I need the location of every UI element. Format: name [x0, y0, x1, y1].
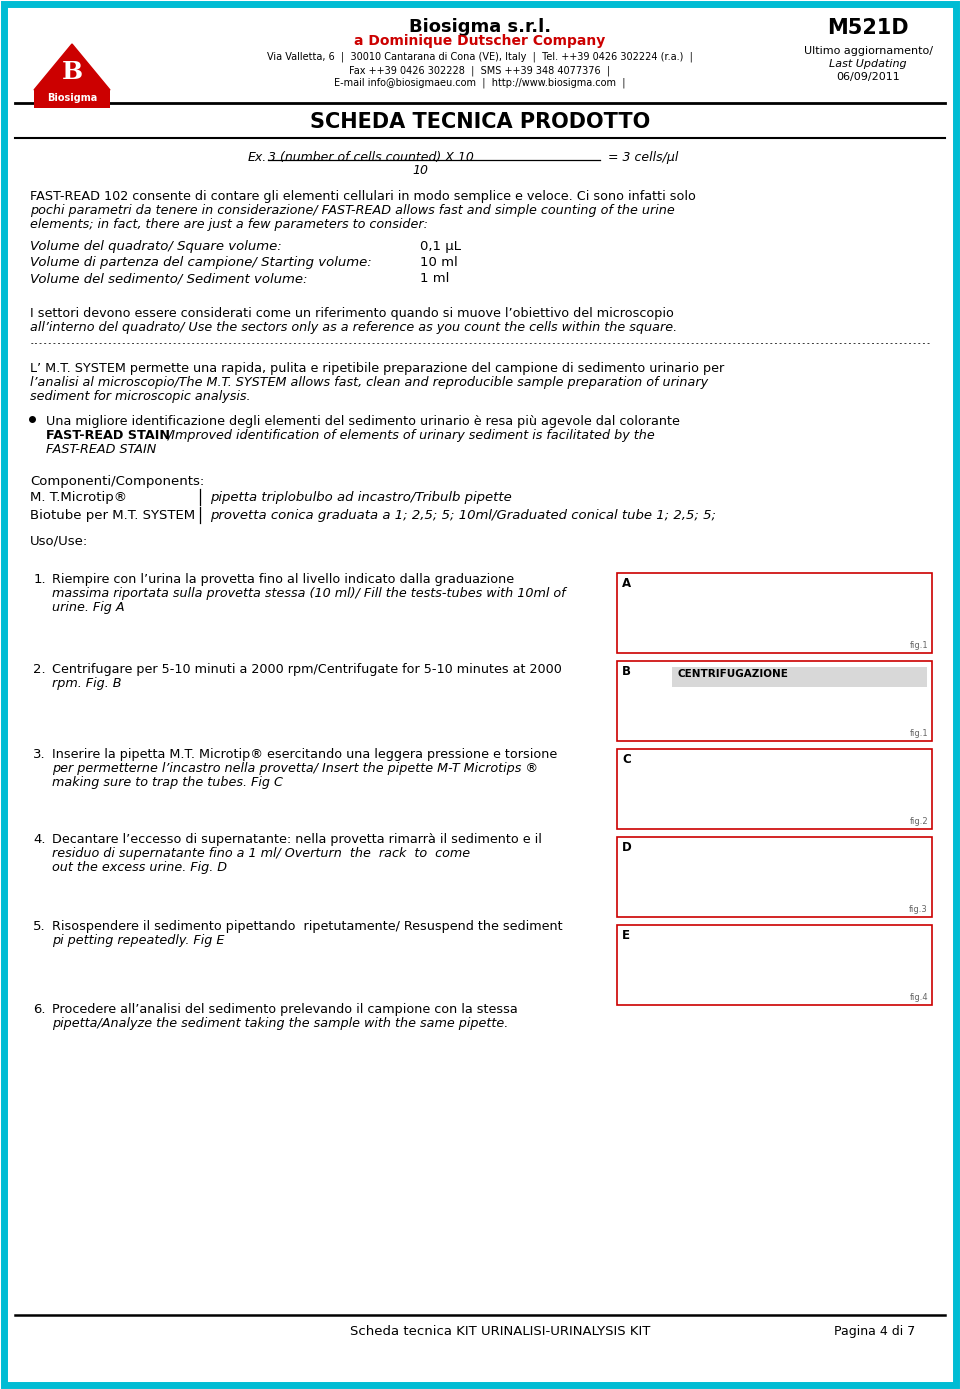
Text: 3 (number of cells counted) X 10: 3 (number of cells counted) X 10	[268, 151, 474, 164]
Text: Volume del sedimento/ Sediment volume:: Volume del sedimento/ Sediment volume:	[30, 272, 307, 285]
Text: pipetta/Analyze the sediment taking the sample with the same pipette.: pipetta/Analyze the sediment taking the …	[52, 1017, 508, 1031]
Text: fig.1: fig.1	[909, 640, 928, 650]
Text: fig.1: fig.1	[909, 729, 928, 738]
Text: all’interno del quadrato/ Use the sectors only as a reference as you count the c: all’interno del quadrato/ Use the sector…	[30, 321, 677, 333]
Text: 6.: 6.	[34, 1003, 46, 1015]
Text: FAST-READ STAIN: FAST-READ STAIN	[46, 443, 156, 456]
Text: fig.4: fig.4	[909, 993, 928, 1001]
Text: l’analisi al microscopio/The M.T. SYSTEM allows fast, clean and reproducible sam: l’analisi al microscopio/The M.T. SYSTEM…	[30, 376, 708, 389]
Text: Biosigma: Biosigma	[47, 93, 97, 103]
Text: Biosigma s.r.l.: Biosigma s.r.l.	[409, 18, 551, 36]
Text: urine. Fig A: urine. Fig A	[52, 601, 125, 614]
Text: Decantare l’eccesso di supernatante: nella provetta rimarrà il sedimento e il: Decantare l’eccesso di supernatante: nel…	[52, 833, 541, 846]
Text: E: E	[622, 929, 630, 942]
Text: fig.3: fig.3	[909, 906, 928, 914]
Text: Volume del quadrato/ Square volume:: Volume del quadrato/ Square volume:	[30, 240, 281, 253]
Text: pochi parametri da tenere in considerazione/ FAST-READ allows fast and simple co: pochi parametri da tenere in considerazi…	[30, 204, 675, 217]
Text: SCHEDA TECNICA PRODOTTO: SCHEDA TECNICA PRODOTTO	[310, 113, 650, 132]
Text: Volume di partenza del campione/ Starting volume:: Volume di partenza del campione/ Startin…	[30, 256, 372, 269]
Text: Una migliore identificazione degli elementi del sedimento urinario è resa più ag: Una migliore identificazione degli eleme…	[46, 415, 680, 428]
Text: fig.2: fig.2	[909, 817, 928, 826]
Text: = 3 cells/μl: = 3 cells/μl	[608, 151, 679, 164]
Text: FAST-READ 102 consente di contare gli elementi cellulari in modo semplice e velo: FAST-READ 102 consente di contare gli el…	[30, 190, 696, 203]
Text: elements; in fact, there are just a few parameters to consider:: elements; in fact, there are just a few …	[30, 218, 428, 231]
Text: Inserire la pipetta M.T. Microtip® esercitando una leggera pressione e torsione: Inserire la pipetta M.T. Microtip® eserc…	[52, 749, 557, 761]
FancyBboxPatch shape	[617, 925, 932, 1006]
Text: I settori devono essere considerati come un riferimento quando si muove l’obiett: I settori devono essere considerati come…	[30, 307, 674, 319]
Text: Centrifugare per 5-10 minuti a 2000 rpm/Centrifugate for 5-10 minutes at 2000: Centrifugare per 5-10 minuti a 2000 rpm/…	[52, 663, 562, 676]
Text: 1.: 1.	[34, 574, 46, 586]
FancyBboxPatch shape	[617, 574, 932, 653]
Text: per permetterne l’incastro nella provetta/ Insert the pipette M-T Microtips ®: per permetterne l’incastro nella provett…	[52, 763, 539, 775]
Text: Procedere all’analisi del sedimento prelevando il campione con la stessa: Procedere all’analisi del sedimento prel…	[52, 1003, 517, 1015]
Text: making sure to trap the tubes. Fig C: making sure to trap the tubes. Fig C	[52, 776, 283, 789]
Text: Riempire con l’urina la provetta fino al livello indicato dalla graduazione: Riempire con l’urina la provetta fino al…	[52, 574, 515, 586]
Text: Fax ++39 0426 302228  |  SMS ++39 348 4077376  |: Fax ++39 0426 302228 | SMS ++39 348 4077…	[349, 65, 611, 75]
Text: M. T.Microtip®: M. T.Microtip®	[30, 490, 127, 504]
Text: D: D	[622, 840, 632, 854]
FancyBboxPatch shape	[4, 4, 956, 1385]
Text: out the excess urine. Fig. D: out the excess urine. Fig. D	[52, 861, 228, 874]
Text: massima riportata sulla provetta stessa (10 ml)/ Fill the tests-tubes with 10ml : massima riportata sulla provetta stessa …	[52, 588, 565, 600]
Text: a Dominique Dutscher Company: a Dominique Dutscher Company	[354, 33, 606, 49]
Text: 1 ml: 1 ml	[420, 272, 449, 285]
Text: /Improved identification of elements of urinary sediment is facilitated by the: /Improved identification of elements of …	[168, 429, 656, 442]
Text: provetta conica graduata a 1; 2,5; 5; 10ml/Graduated conical tube 1; 2,5; 5;: provetta conica graduata a 1; 2,5; 5; 10…	[210, 508, 716, 522]
FancyBboxPatch shape	[617, 749, 932, 829]
Text: rpm. Fig. B: rpm. Fig. B	[52, 676, 122, 690]
Text: 2.: 2.	[34, 663, 46, 676]
Text: 5.: 5.	[34, 920, 46, 933]
Text: 10: 10	[412, 164, 428, 176]
Text: Scheda tecnica KIT URINALISI-URINALYSIS KIT: Scheda tecnica KIT URINALISI-URINALYSIS …	[350, 1325, 650, 1338]
Text: Ultimo aggiornamento/: Ultimo aggiornamento/	[804, 46, 932, 56]
Text: B: B	[61, 60, 83, 83]
Text: C: C	[622, 753, 631, 765]
Text: 4.: 4.	[34, 833, 46, 846]
Text: 0,1 μL: 0,1 μL	[420, 240, 461, 253]
Text: A: A	[622, 576, 631, 590]
Text: 3.: 3.	[34, 749, 46, 761]
Text: 06/09/2011: 06/09/2011	[836, 72, 900, 82]
Text: Last Updating: Last Updating	[829, 58, 907, 69]
Text: sediment for microscopic analysis.: sediment for microscopic analysis.	[30, 390, 251, 403]
Text: M521D: M521D	[828, 18, 909, 38]
Polygon shape	[34, 44, 110, 90]
Text: Via Valletta, 6  |  30010 Cantarana di Cona (VE), Italy  |  Tel. ++39 0426 30222: Via Valletta, 6 | 30010 Cantarana di Con…	[267, 51, 693, 63]
Text: 10 ml: 10 ml	[420, 256, 458, 269]
Text: E-mail info@biosigmaeu.com  |  http://www.biosigma.com  |: E-mail info@biosigmaeu.com | http://www.…	[334, 78, 626, 89]
Text: FAST-READ STAIN: FAST-READ STAIN	[46, 429, 170, 442]
Text: Pagina 4 di 7: Pagina 4 di 7	[834, 1325, 916, 1338]
Text: pi petting repeatedly. Fig E: pi petting repeatedly. Fig E	[52, 933, 225, 947]
Text: Biotube per M.T. SYSTEM: Biotube per M.T. SYSTEM	[30, 508, 195, 522]
FancyBboxPatch shape	[34, 90, 110, 108]
Text: Risospendere il sedimento pipettando  ripetutamente/ Resuspend the sediment: Risospendere il sedimento pipettando rip…	[52, 920, 563, 933]
FancyBboxPatch shape	[672, 667, 927, 688]
Text: B: B	[622, 665, 631, 678]
Text: --------------------------------------------------------------------------------: ----------------------------------------…	[30, 339, 932, 349]
Text: ®: ®	[98, 39, 107, 49]
Text: L’ M.T. SYSTEM permette una rapida, pulita e ripetibile preparazione del campion: L’ M.T. SYSTEM permette una rapida, puli…	[30, 363, 724, 375]
Text: Uso/Use:: Uso/Use:	[30, 535, 88, 549]
Text: Ex.: Ex.	[248, 151, 267, 164]
Text: Componenti/Components:: Componenti/Components:	[30, 475, 204, 488]
FancyBboxPatch shape	[617, 838, 932, 917]
Text: CENTRIFUGAZIONE: CENTRIFUGAZIONE	[677, 669, 788, 679]
Text: pipetta triplobulbo ad incastro/Tribulb pipette: pipetta triplobulbo ad incastro/Tribulb …	[210, 490, 512, 504]
Text: residuo di supernatante fino a 1 ml/ Overturn  the  rack  to  come: residuo di supernatante fino a 1 ml/ Ove…	[52, 847, 470, 860]
FancyBboxPatch shape	[617, 661, 932, 740]
